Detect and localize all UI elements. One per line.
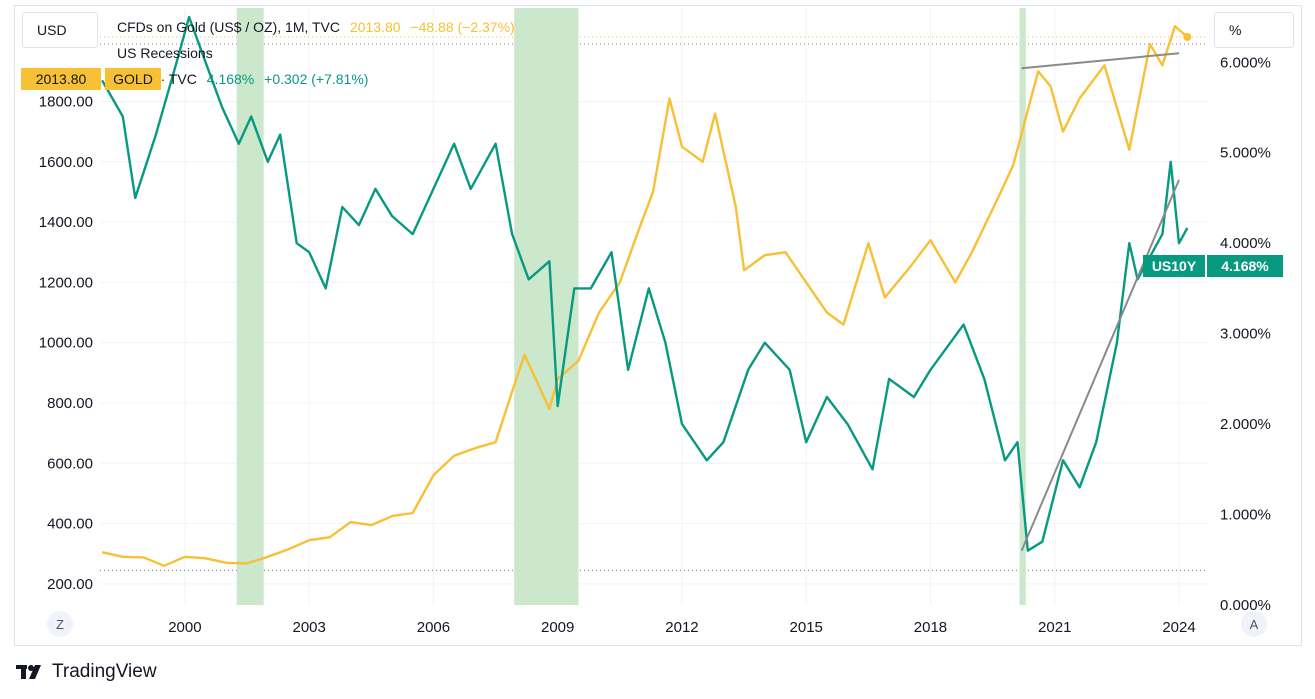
- gold-name-tag-label: GOLD: [113, 71, 153, 87]
- series-lines: [101, 15, 1192, 567]
- left-tick-label: 1600.00: [39, 154, 93, 171]
- recession-band: [514, 8, 579, 605]
- left-tick-label: 1200.00: [39, 274, 93, 291]
- x-tick-label: 2006: [417, 619, 450, 636]
- gold-legend-last: 2013.80: [349, 19, 401, 35]
- right-tick-label: 6.000%: [1220, 54, 1271, 71]
- gold-legend-title: CFDs on Gold (US$ / OZ), 1M, TVC: [117, 19, 341, 35]
- x-tick-label: 2009: [541, 619, 574, 636]
- us10y-legend-change: +0.302 (+7.81%): [264, 71, 369, 87]
- trendline: [1021, 52, 1180, 70]
- trendlines: [1020, 52, 1180, 552]
- right-tick-label: 2.000%: [1220, 416, 1271, 433]
- tradingview-logo-icon: [16, 665, 41, 679]
- recession-band: [236, 8, 264, 605]
- x-tick-label: 2015: [790, 619, 823, 636]
- axes: 2000 2003 2006 2009 2012 2015 2018 2021 2024 200.…: [39, 54, 1271, 636]
- percent-label: %: [1229, 22, 1242, 38]
- x-tick-label: 2012: [665, 619, 698, 636]
- us10y-value-tag-label: 4.168%: [1221, 258, 1269, 274]
- zoom-reset-label: Z: [56, 616, 64, 632]
- recessions-legend[interactable]: US Recessions: [117, 45, 219, 61]
- right-tick-label: 0.000%: [1220, 597, 1271, 614]
- tradingview-name: TradingView: [52, 661, 157, 682]
- chart-frame: [14, 5, 1302, 646]
- zoom-reset-button[interactable]: Z: [47, 611, 73, 637]
- gold-price-tag: 2013.80: [21, 68, 101, 90]
- left-tick-label: 1400.00: [39, 214, 93, 231]
- left-tick-label: 400.00: [47, 516, 93, 533]
- gold-legend[interactable]: CFDs on Gold (US$ / OZ), 1M, TVC 2013.80…: [117, 19, 521, 35]
- recession-band: [1019, 8, 1026, 605]
- currency-button[interactable]: USD: [22, 12, 98, 48]
- x-tick-label: 2000: [168, 619, 201, 636]
- currency-label: USD: [37, 22, 67, 38]
- us10y-legend-last: 4.168%: [206, 71, 255, 87]
- right-tick-label: 3.000%: [1220, 326, 1271, 343]
- recession-bands: [236, 8, 1026, 605]
- gold-price-tag-value: 2013.80: [35, 71, 87, 87]
- gold-last-marker: [1183, 33, 1192, 42]
- x-tick-label: 2018: [914, 619, 947, 636]
- gold-price-line: [101, 24, 1189, 567]
- tradingview-brand[interactable]: TradingView: [16, 661, 157, 683]
- us10y-value-tag: 4.168%: [1207, 255, 1283, 277]
- right-tick-label: 5.000%: [1220, 145, 1271, 162]
- left-tick-label: 1800.00: [39, 93, 93, 110]
- x-tick-label: 2024: [1162, 619, 1195, 636]
- percent-button[interactable]: %: [1214, 12, 1294, 48]
- gold-legend-change: −48.88 (−2.37%): [410, 19, 515, 35]
- gold-name-tag: GOLD: [105, 68, 161, 90]
- trendline: [1020, 179, 1180, 552]
- left-tick-label: 200.00: [47, 576, 93, 593]
- us10y-name-tag: US10Y: [1143, 255, 1205, 277]
- right-tick-label: 4.000%: [1220, 235, 1271, 252]
- right-tick-label: 1.000%: [1220, 507, 1271, 524]
- left-tick-label: 800.00: [47, 395, 93, 412]
- left-tick-label: 600.00: [47, 455, 93, 472]
- auto-scale-label: A: [1249, 616, 1259, 632]
- recessions-legend-title: US Recessions: [117, 45, 213, 61]
- left-tick-label: 1000.00: [39, 335, 93, 352]
- us10y-name-tag-label: US10Y: [1151, 258, 1197, 274]
- auto-scale-button[interactable]: A: [1241, 611, 1267, 637]
- x-tick-label: 2003: [292, 619, 325, 636]
- x-tick-label: 2021: [1038, 619, 1071, 636]
